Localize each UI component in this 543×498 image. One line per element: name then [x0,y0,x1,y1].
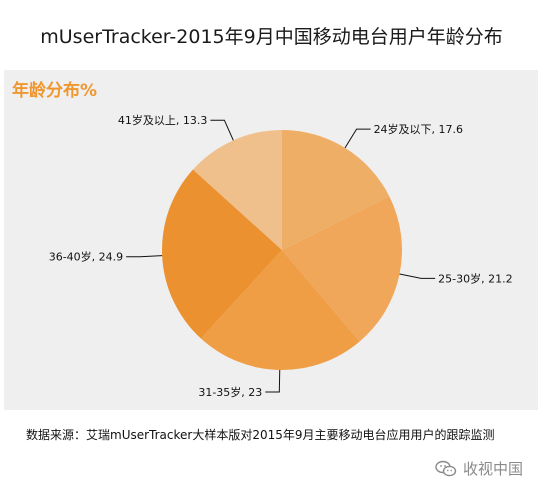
pie-slice [282,196,402,342]
page-title: mUserTracker-2015年9月中国移动电台用户年龄分布 [40,26,503,48]
slice-label: 24岁及以下, 17.6 [374,122,463,136]
leader-line [210,119,234,141]
leader-line [126,255,163,258]
pie-slice [200,250,360,371]
leader-line [399,273,436,279]
pie-slice [161,169,282,339]
pie-chart: 24岁及以下, 17.6 25-30岁, 21.2 31-35岁, 23 36-40岁… [49,113,513,399]
slice-label: 25-30岁, 21.2 [438,271,512,285]
watermark: 收视中国 [435,458,523,479]
pie-slice [282,130,390,250]
leader-line [344,128,371,149]
wechat-icon [435,460,457,476]
chart-panel: 年龄分布% 24岁及以下, 17.6 25-30岁, 21.2 31-35岁, 23… [4,70,538,410]
slice-label: 31-35岁, 23 [198,385,262,399]
watermark-text: 收视中国 [462,460,523,478]
source-note: 数据来源：艾瑞mUserTracker大样本版对2015年9月主要移动电台应用用… [26,428,495,442]
slice-label: 36-40岁, 24.9 [49,250,123,264]
pie-slice [192,130,282,250]
slice-label: 41岁及以上, 13.3 [118,113,207,127]
chart-title: 年龄分布% [12,81,98,101]
leader-line [265,369,281,393]
